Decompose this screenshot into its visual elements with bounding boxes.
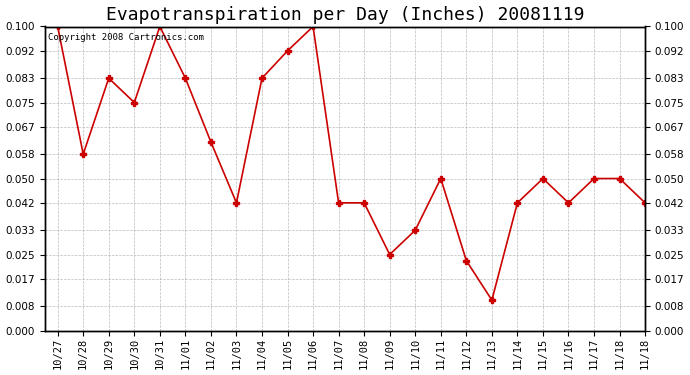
Text: Copyright 2008 Cartronics.com: Copyright 2008 Cartronics.com [48,33,204,42]
Title: Evapotranspiration per Day (Inches) 20081119: Evapotranspiration per Day (Inches) 2008… [106,6,584,24]
